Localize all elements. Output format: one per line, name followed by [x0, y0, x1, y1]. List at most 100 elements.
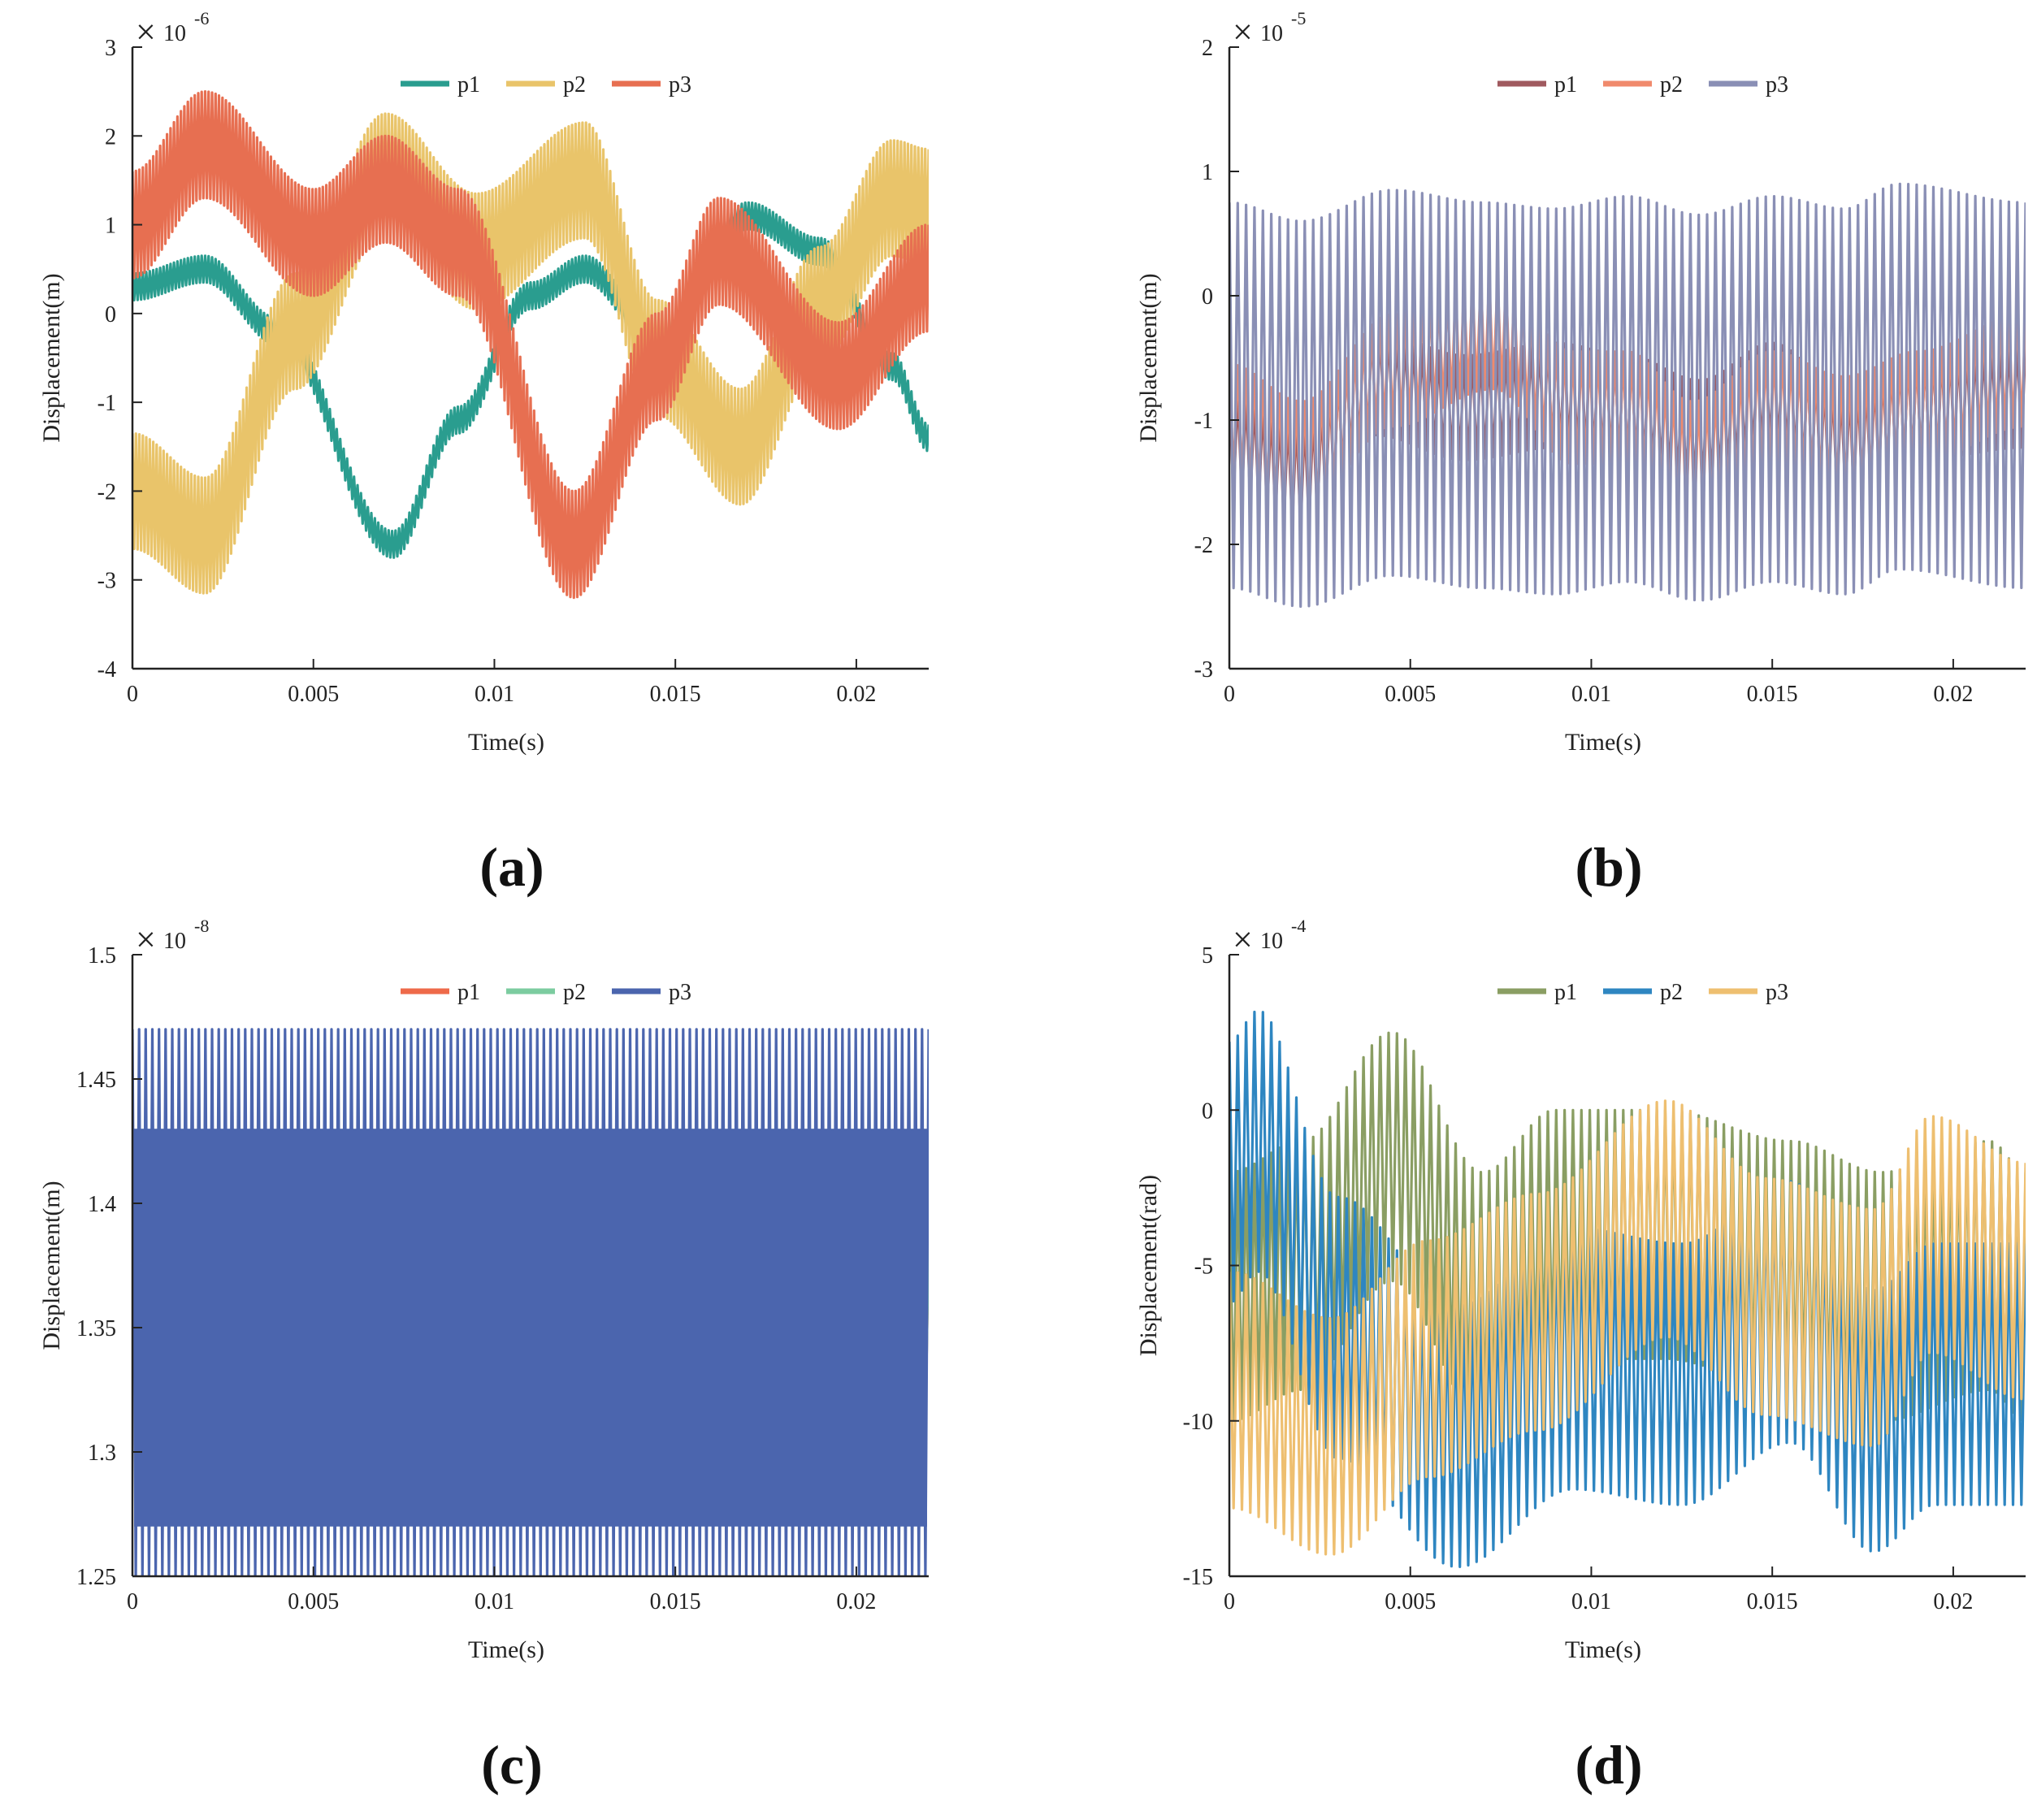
legend-label-p3: p3: [1766, 980, 1788, 1005]
x-tick-label: 0.005: [1385, 682, 1436, 707]
x-tick-label: 0: [1224, 682, 1235, 707]
legend-label-p2: p2: [1660, 980, 1683, 1005]
legend-label-p3: p3: [669, 980, 691, 1005]
x-ticks: 0 0.005 0.01 0.015 0.02: [1224, 1566, 1973, 1614]
y-tick-label: 2: [105, 124, 116, 150]
y-axis-label: Displacement(m): [38, 1181, 65, 1350]
panel-caption: (d): [1575, 1734, 1642, 1796]
y-tick-label: -2: [1194, 533, 1213, 558]
exponent-times: ×: [136, 12, 156, 52]
x-tick-label: 0: [127, 1589, 138, 1614]
x-tick-label: 0.015: [1747, 682, 1798, 707]
x-tick-label: 0.01: [475, 1589, 514, 1614]
y-tick-label: 1.5: [88, 943, 116, 968]
chart-panel-3: 0 0.005 0.01 0.015 0.02 -15 -10 -5 0 5 × 10 -4 Time(s…: [1135, 916, 2026, 1796]
y-tick-label: -4: [98, 657, 116, 682]
exponent-base: 10: [163, 929, 186, 954]
y-tick-label: 0: [105, 302, 116, 327]
legend-label-p3: p3: [669, 72, 691, 98]
chart-panel-2: 0 0.005 0.01 0.015 0.02 1.25 1.3 1.35 1.4 1.45 1.5…: [38, 916, 929, 1796]
y-tick-label: -10: [1183, 1410, 1213, 1435]
x-ticks: 0 0.005 0.01 0.015 0.02: [127, 1566, 876, 1614]
legend-label-p2: p2: [563, 980, 586, 1005]
panel-caption: (c): [481, 1734, 542, 1796]
series-line-p3: [1229, 1099, 2026, 1556]
x-axis-label: Time(s): [1565, 1636, 1641, 1663]
x-tick-label: 0.01: [1571, 682, 1611, 707]
y-tick-label: 1.35: [76, 1316, 116, 1341]
legend: p1 p2 p3: [401, 980, 691, 1005]
chart-panel-1: 0 0.005 0.01 0.015 0.02 -3 -2 -1 0 1 2 × 10 -5 Time(s)…: [1135, 8, 2026, 898]
series-line-p2: [1229, 1010, 2026, 1568]
y-ticks: -15 -10 -5 0 5: [1183, 943, 1239, 1590]
y-axis-label: Displacement(m): [38, 273, 65, 442]
x-tick-label: 0.015: [650, 1589, 701, 1614]
legend-label-p2: p2: [563, 72, 586, 98]
exponent-times: ×: [136, 920, 156, 960]
y-tick-label: -5: [1194, 1254, 1213, 1280]
y-ticks: -4 -3 -2 -1 0 1 2 3: [98, 36, 142, 682]
chart-panel-0: 0 0.005 0.01 0.015 0.02 -4 -3 -2 -1 0 1 2 3 × 10 -6 Time…: [38, 8, 929, 898]
legend: p1 p2 p3: [1497, 72, 1788, 98]
y-tick-label: 0: [1202, 1098, 1213, 1124]
series-line-p3: [132, 1028, 929, 1576]
x-tick-label: 0.02: [1933, 1589, 1973, 1614]
exponent-times: ×: [1233, 920, 1253, 960]
y-tick-label: 2: [1202, 36, 1213, 61]
series-line-p3: [132, 90, 929, 600]
y-tick-label: -1: [98, 391, 116, 416]
y-tick-label: 1.4: [88, 1192, 116, 1217]
y-tick-label: -3: [98, 569, 116, 594]
x-tick-label: 0.01: [475, 682, 514, 707]
y-tick-label: -15: [1183, 1565, 1213, 1590]
y-tick-label: 1.45: [76, 1068, 116, 1093]
y-tick-label: 0: [1202, 284, 1213, 310]
x-ticks: 0 0.005 0.01 0.015 0.02: [127, 659, 876, 707]
plot-area: [132, 1028, 929, 1576]
exponent-power: -6: [194, 8, 209, 28]
legend: p1 p2 p3: [401, 72, 691, 98]
series-band-p3: [134, 1129, 927, 1527]
y-ticks: -3 -2 -1 0 1 2: [1194, 36, 1239, 682]
x-axis-label: Time(s): [1565, 729, 1641, 756]
y-tick-label: 1.3: [88, 1441, 116, 1466]
legend-label-p1: p1: [1554, 72, 1577, 98]
x-axis-label: Time(s): [468, 1636, 544, 1663]
exponent-base: 10: [163, 21, 186, 46]
plot-area: [1229, 182, 2026, 609]
y-tick-label: 3: [105, 36, 116, 61]
x-tick-label: 0.02: [1933, 682, 1973, 707]
x-tick-label: 0: [1224, 1589, 1235, 1614]
series-line-p3: [1229, 182, 2026, 609]
y-tick-label: -1: [1194, 409, 1213, 434]
x-tick-label: 0.015: [650, 682, 701, 707]
y-ticks: 1.25 1.3 1.35 1.4 1.45 1.5: [76, 943, 142, 1590]
y-tick-label: 1: [1202, 160, 1213, 185]
legend-label-p1: p1: [1554, 980, 1577, 1005]
x-tick-label: 0.02: [836, 1589, 876, 1614]
x-tick-label: 0.01: [1571, 1589, 1611, 1614]
y-tick-label: 5: [1202, 943, 1213, 968]
y-axis-label: Displacement(m): [1135, 273, 1162, 442]
y-tick-label: -2: [98, 479, 116, 505]
exponent-base: 10: [1260, 929, 1283, 954]
exponent-times: ×: [1233, 12, 1253, 52]
x-tick-label: 0.005: [1385, 1589, 1436, 1614]
exponent-power: -8: [194, 916, 209, 936]
exponent-power: -5: [1291, 8, 1306, 28]
panel-caption: (a): [479, 836, 544, 898]
x-ticks: 0 0.005 0.01 0.015 0.02: [1224, 659, 1973, 707]
x-tick-label: 0.02: [836, 682, 876, 707]
legend-label-p1: p1: [457, 72, 480, 98]
exponent-base: 10: [1260, 21, 1283, 46]
legend: p1 p2 p3: [1497, 980, 1788, 1005]
y-axis-label: Displacement(rad): [1135, 1175, 1162, 1356]
x-tick-label: 0.005: [288, 1589, 339, 1614]
legend-label-p1: p1: [457, 980, 480, 1005]
x-axis-label: Time(s): [468, 729, 544, 756]
plot-area: [1229, 1010, 2026, 1568]
x-tick-label: 0.015: [1747, 1589, 1798, 1614]
x-tick-label: 0: [127, 682, 138, 707]
legend-label-p2: p2: [1660, 72, 1683, 98]
